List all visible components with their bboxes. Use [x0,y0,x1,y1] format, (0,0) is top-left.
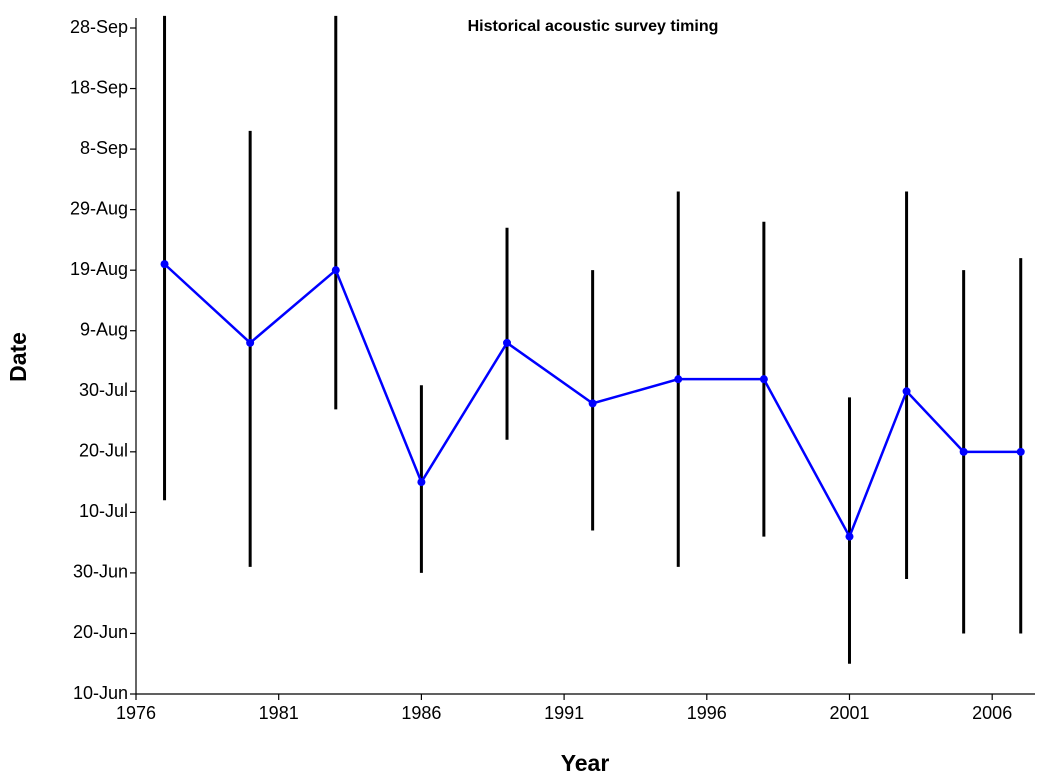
y-tick-label: 18-Sep [70,77,128,97]
y-tick-label: 8-Sep [80,138,128,158]
data-point [417,478,426,487]
x-tick-label: 2001 [829,703,869,723]
y-tick-label: 10-Jul [79,501,128,521]
y-tick-label: 9-Aug [80,319,128,339]
chart-title: Historical acoustic survey timing [468,18,719,35]
x-tick-label: 1976 [116,703,156,723]
data-point [503,338,512,347]
y-tick-label: 28-Sep [70,17,128,37]
data-point [759,375,768,384]
y-tick-label: 20-Jun [73,622,128,642]
x-tick-label: 1986 [401,703,441,723]
y-tick-label: 19-Aug [70,259,128,279]
x-tick-label: 1991 [544,703,584,723]
data-point [331,266,340,275]
y-tick-label: 29-Aug [70,198,128,218]
x-tick-label: 2006 [972,703,1012,723]
y-tick-label: 10-Jun [73,683,128,703]
y-tick-label: 30-Jul [79,380,128,400]
y-tick-label: 20-Jul [79,441,128,461]
data-point [845,532,854,541]
y-axis-label: Date [5,332,31,382]
data-point [1016,447,1025,456]
data-point [588,399,597,408]
data-point [246,338,255,347]
data-point [160,260,169,269]
series-line [163,263,1021,540]
y-tick-label: 30-Jun [73,562,128,582]
data-point [674,375,683,384]
data-point [902,387,911,396]
data-point [959,447,968,456]
x-axis-label: Year [561,750,610,776]
x-tick-label: 1981 [259,703,299,723]
x-tick-label: 1996 [687,703,727,723]
